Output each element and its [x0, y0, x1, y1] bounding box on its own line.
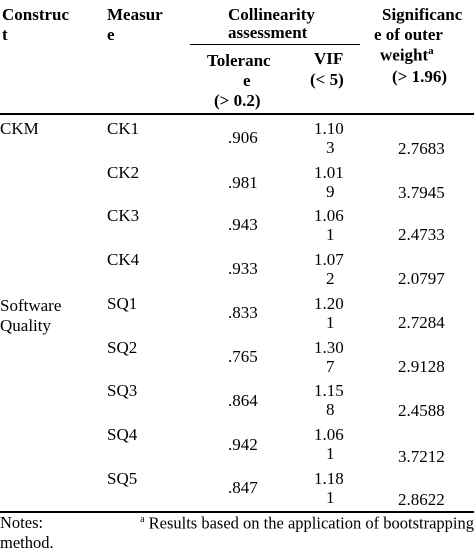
measure-cell: CK1 — [107, 119, 140, 138]
vif-cell-cont: 7 — [326, 357, 335, 376]
construct-ckm: CKM — [0, 119, 39, 138]
header-tolerance: Toleranc — [207, 51, 271, 70]
vif-cell: 1.06 — [314, 206, 344, 225]
tolerance-cell: .847 — [228, 478, 258, 497]
table-bottom-rule — [0, 511, 474, 513]
header-significance-cont: e of outer — [374, 25, 443, 44]
significance-cell: 3.7945 — [398, 183, 445, 202]
vif-cell-cont: 8 — [326, 400, 335, 419]
header-construct-cont: t — [2, 25, 8, 44]
notes-footnote-mark: a — [140, 514, 145, 525]
significance-cell: 2.9128 — [398, 357, 445, 376]
header-tolerance-cont: e — [243, 71, 251, 90]
vif-cell: 1.10 — [314, 119, 344, 138]
table-notes-cont: method. — [0, 533, 54, 552]
header-bottom-rule — [0, 113, 474, 115]
significance-cell: 2.4733 — [398, 225, 445, 244]
header-significance-threshold: (> 1.96) — [392, 67, 448, 86]
measure-cell: CK4 — [107, 250, 140, 269]
significance-cell: 2.7683 — [398, 139, 445, 158]
vif-cell: 1.30 — [314, 338, 344, 357]
table-notes: Notes: a Results based on the applicatio… — [0, 513, 474, 532]
header-tolerance-threshold: (> 0.2) — [214, 91, 261, 110]
vif-cell-cont: 3 — [326, 138, 335, 157]
vif-cell-cont: 2 — [326, 269, 335, 288]
notes-label: Notes: — [0, 513, 44, 532]
vif-cell: 1.01 — [314, 163, 344, 182]
header-measure: Measur — [107, 5, 163, 24]
tolerance-cell: .864 — [228, 391, 258, 410]
notes-footnote: a Results based on the application of bo… — [140, 515, 474, 532]
significance-cell: 3.7212 — [398, 447, 445, 466]
vif-cell-cont: 1 — [326, 313, 335, 332]
construct-quality: Quality — [0, 316, 51, 335]
measure-cell: CK2 — [107, 163, 140, 182]
header-collinearity: Collinearity — [228, 5, 315, 24]
notes-text: Results based on the application of boot… — [148, 513, 474, 533]
header-weight-footnote-mark: a — [428, 45, 434, 57]
header-significance-weight: weighta — [380, 46, 434, 64]
measure-cell: SQ2 — [107, 338, 138, 357]
significance-cell: 2.8622 — [398, 490, 445, 509]
vif-cell: 1.15 — [314, 381, 344, 400]
header-significance: Significanc — [382, 5, 463, 24]
tolerance-cell: .981 — [228, 173, 258, 192]
construct-software: Software — [0, 296, 62, 315]
measure-cell: SQ5 — [107, 469, 138, 488]
header-construct: Construc — [2, 5, 70, 24]
vif-cell: 1.06 — [314, 425, 344, 444]
vif-cell-cont: 1 — [326, 444, 335, 463]
tolerance-cell: .933 — [228, 259, 258, 278]
header-vif: VIF — [314, 49, 344, 68]
significance-cell: 2.0797 — [398, 269, 445, 288]
significance-cell: 2.4588 — [398, 401, 445, 420]
significance-cell: 2.7284 — [398, 313, 445, 332]
vif-cell-cont: 1 — [326, 488, 335, 507]
header-measure-cont: e — [107, 25, 115, 44]
vif-cell: 1.07 — [314, 250, 344, 269]
tolerance-cell: .942 — [228, 435, 258, 454]
header-weight-text: weight — [380, 45, 429, 65]
measure-cell: SQ1 — [107, 294, 138, 313]
vif-cell-cont: 1 — [326, 225, 335, 244]
header-vif-threshold: (< 5) — [310, 70, 344, 89]
measure-cell: SQ3 — [107, 381, 138, 400]
header-collinearity-cont: assessment — [228, 23, 308, 42]
tolerance-cell: .765 — [228, 347, 258, 366]
vif-cell: 1.20 — [314, 294, 344, 313]
tolerance-cell: .906 — [228, 128, 258, 147]
vif-cell-cont: 9 — [326, 182, 335, 201]
measure-cell: CK3 — [107, 206, 140, 225]
collinearity-underline — [190, 44, 360, 45]
measure-cell: SQ4 — [107, 425, 138, 444]
vif-cell: 1.18 — [314, 469, 344, 488]
tolerance-cell: .833 — [228, 303, 258, 322]
tolerance-cell: .943 — [228, 215, 258, 234]
